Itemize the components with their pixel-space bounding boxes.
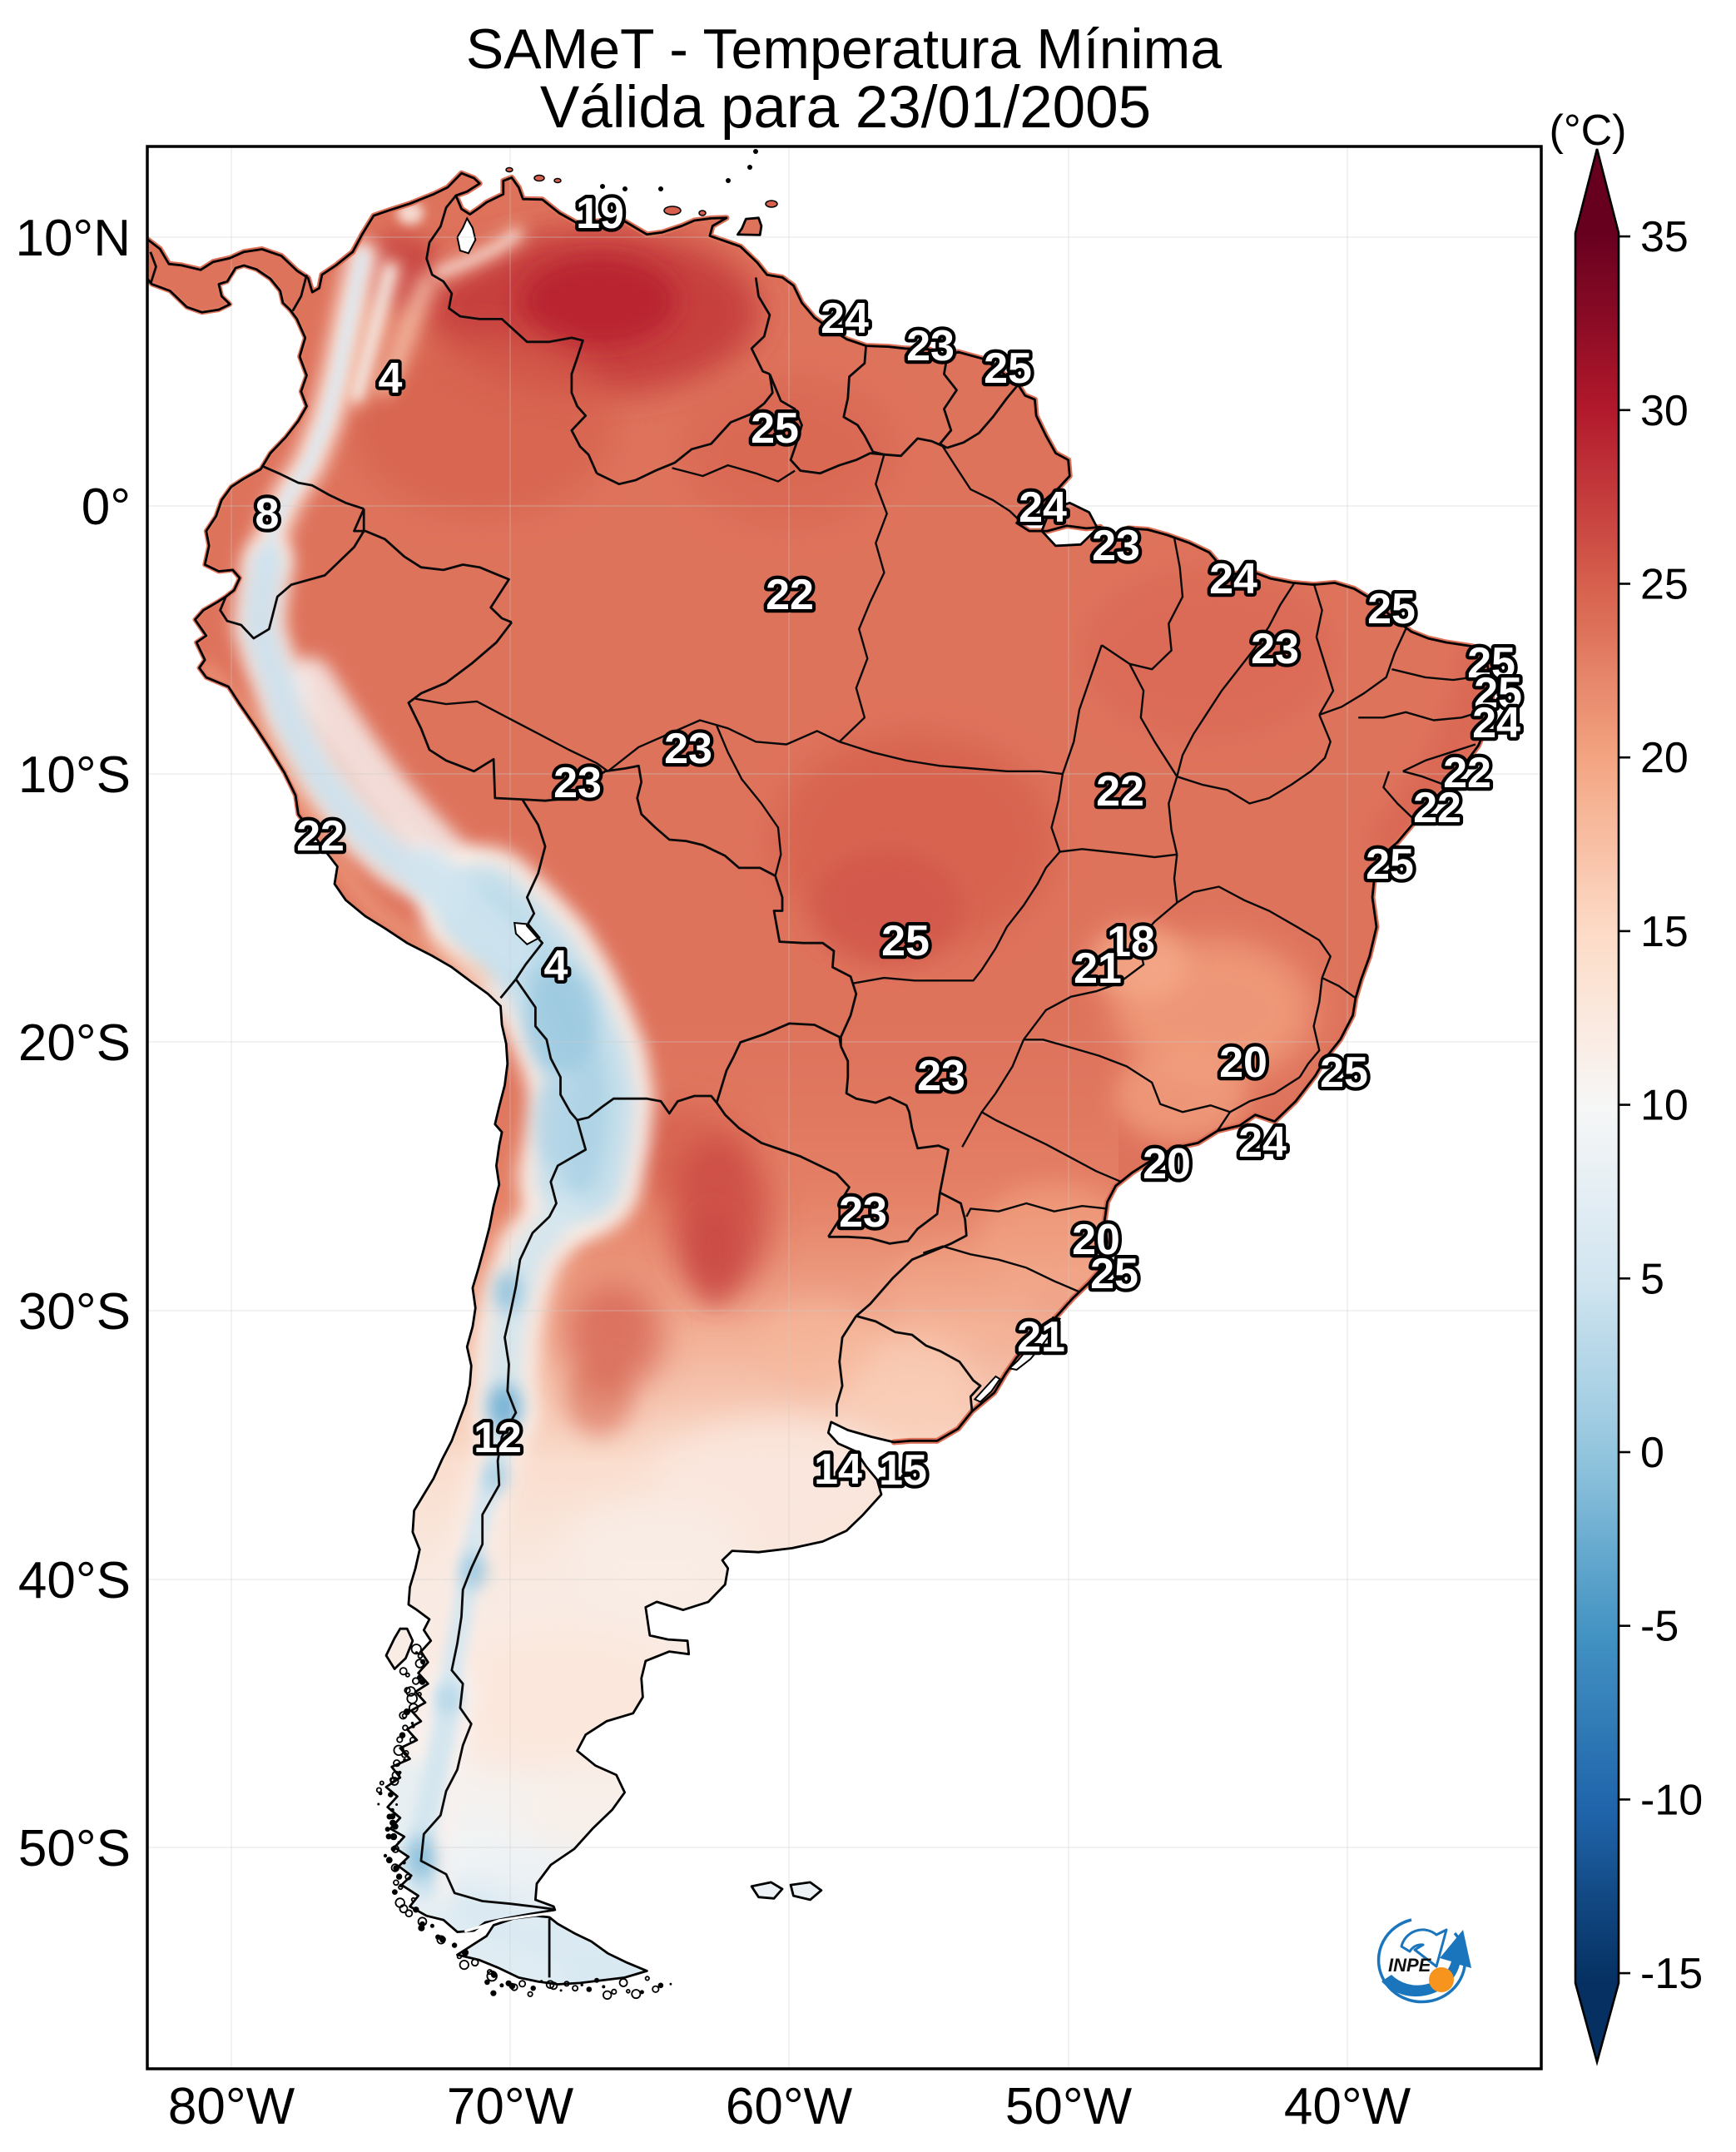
svg-text:25: 25 [1090,1250,1138,1298]
svg-text:23: 23 [1092,522,1140,570]
svg-text:20: 20 [1219,1039,1267,1087]
svg-text:10°N: 10°N [15,210,131,267]
svg-text:25: 25 [881,917,930,965]
svg-text:24: 24 [1019,483,1067,532]
svg-text:25: 25 [1640,561,1689,609]
svg-text:20: 20 [1143,1140,1191,1188]
svg-text:30: 30 [1640,387,1689,435]
svg-text:-15: -15 [1640,1950,1703,1998]
svg-text:8: 8 [255,490,280,538]
svg-text:30°S: 30°S [18,1283,131,1341]
svg-text:5: 5 [1640,1255,1664,1303]
svg-text:23: 23 [839,1188,887,1237]
svg-text:19: 19 [576,190,624,238]
svg-text:25: 25 [751,404,799,453]
svg-text:23: 23 [917,1052,965,1100]
svg-text:4: 4 [379,355,403,403]
svg-text:0°: 0° [82,478,131,536]
svg-text:-5: -5 [1640,1603,1679,1651]
svg-text:25: 25 [984,345,1032,393]
svg-text:25: 25 [1367,585,1416,633]
svg-text:22: 22 [296,812,345,860]
svg-text:-10: -10 [1640,1776,1703,1824]
svg-text:50°S: 50°S [18,1820,131,1877]
svg-text:22: 22 [1096,767,1144,816]
svg-text:18: 18 [1107,918,1155,966]
svg-text:25: 25 [1474,669,1522,717]
svg-text:60°W: 60°W [726,2078,853,2135]
svg-text:23: 23 [553,759,602,807]
svg-text:12: 12 [474,1414,522,1462]
svg-text:Válida para 23/01/2005: Válida para 23/01/2005 [540,75,1151,141]
svg-text:40°S: 40°S [18,1552,131,1609]
svg-text:24: 24 [1472,699,1520,747]
svg-text:10°S: 10°S [18,746,131,804]
svg-text:14: 14 [814,1445,862,1494]
svg-text:50°W: 50°W [1005,2078,1133,2135]
svg-text:20°S: 20°S [18,1014,131,1072]
svg-text:23: 23 [1251,625,1299,673]
svg-text:24: 24 [1238,1118,1287,1167]
svg-text:22: 22 [1443,749,1491,797]
svg-text:22: 22 [766,571,814,619]
svg-text:40°W: 40°W [1284,2078,1411,2135]
svg-text:21: 21 [1017,1313,1065,1361]
svg-text:25: 25 [1366,840,1414,889]
svg-text:24: 24 [1209,555,1257,603]
svg-text:INPE: INPE [1388,1955,1432,1976]
svg-text:0: 0 [1640,1429,1664,1477]
svg-text:22: 22 [1413,784,1461,832]
svg-text:(°C): (°C) [1550,107,1627,155]
svg-text:10: 10 [1640,1082,1689,1130]
svg-text:4: 4 [544,942,568,990]
svg-text:20: 20 [1640,734,1689,782]
svg-text:35: 35 [1640,213,1689,261]
svg-text:21: 21 [1074,945,1122,993]
svg-text:SAMeT - Temperatura Mínima: SAMeT - Temperatura Mínima [466,17,1222,81]
svg-text:25: 25 [1467,639,1515,687]
svg-text:15: 15 [879,1446,927,1495]
svg-text:24: 24 [821,295,869,343]
svg-text:23: 23 [664,725,712,773]
svg-text:25: 25 [1320,1049,1368,1097]
svg-text:15: 15 [1640,908,1689,956]
svg-text:80°W: 80°W [168,2078,295,2135]
svg-text:23: 23 [906,322,955,370]
svg-text:70°W: 70°W [447,2078,574,2135]
svg-text:20: 20 [1072,1216,1120,1264]
